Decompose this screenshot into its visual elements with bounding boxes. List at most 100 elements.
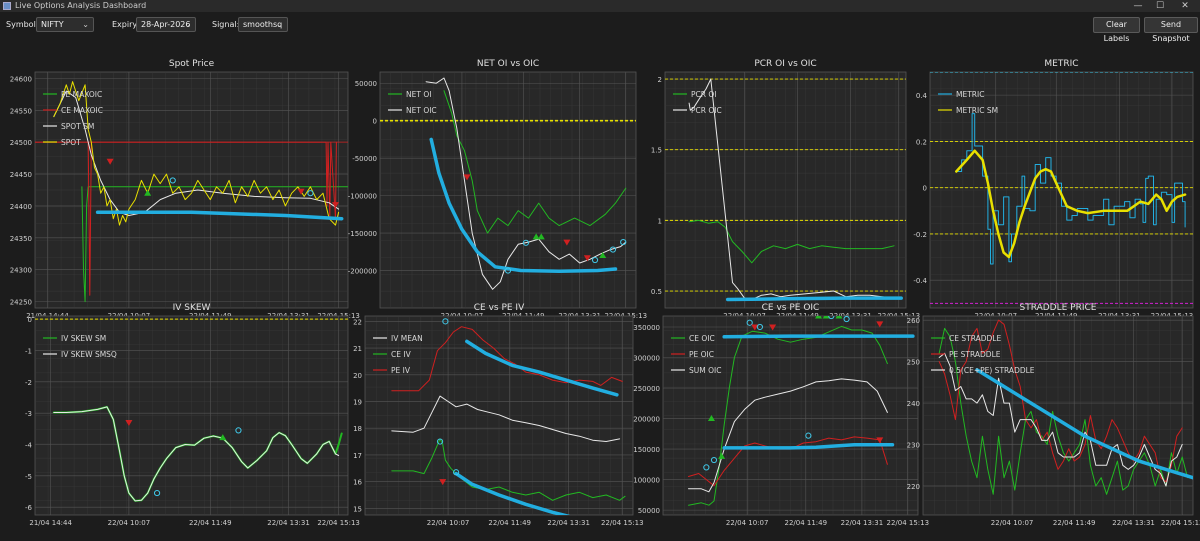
symbol-select[interactable]: NIFTY ⌄: [36, 17, 94, 32]
y-tick-label: 24300: [10, 267, 32, 275]
legend-label: SUM OIC: [689, 366, 721, 375]
series-line-pe-maxoic: [81, 186, 348, 303]
sell-marker: [463, 174, 471, 181]
exit-marker: [504, 267, 512, 274]
x-tick-label: 22/04 10:07: [427, 519, 470, 527]
x-tick-label: 21/04 14:44: [29, 519, 72, 527]
legend: IV MEAN CE IV PE IV: [373, 334, 423, 375]
y-tick-label: 220: [907, 483, 920, 491]
series-line-pe-straddle: [938, 319, 1183, 483]
legend-label: NET OI: [406, 90, 431, 99]
y-tick-label: 24250: [10, 299, 32, 307]
spot-chart: Spot Price 24250 24300 24350 24400 24450 24500…: [10, 59, 360, 320]
sell-marker: [876, 321, 884, 328]
series-line-ce-straddle: [938, 327, 1189, 495]
series-line-net-oi: [443, 90, 627, 234]
maximize-button[interactable]: ☐: [1155, 1, 1165, 11]
legend-label: IV MEAN: [391, 334, 423, 343]
y-tick-label: 15: [353, 505, 362, 513]
series-group: [930, 72, 1193, 304]
y-tick-label: -5: [25, 473, 32, 481]
signal-label: Signal:: [212, 20, 240, 29]
chart-title: METRIC: [1044, 59, 1078, 69]
y-tick-label: -0.2: [913, 231, 927, 239]
close-button[interactable]: ✕: [1181, 1, 1189, 11]
y-tick-label: 21: [353, 345, 362, 353]
legend-label: PE IV: [391, 366, 411, 375]
send-snapshot-button[interactable]: Send Snapshot: [1144, 17, 1198, 43]
exit-marker: [442, 318, 449, 325]
series-line-signal: [95, 210, 344, 221]
buy-marker: [532, 233, 540, 240]
y-tick-label: 150000: [633, 446, 660, 454]
y-tick-label: 200000: [633, 416, 660, 424]
exit-marker: [756, 323, 764, 331]
y-tick-label: -2: [25, 379, 32, 387]
chart-title: STRADDLE PRICE: [1020, 303, 1097, 313]
chart-title: IV SKEW: [173, 303, 211, 313]
legend-label: CE IV: [391, 350, 412, 359]
exit-marker: [591, 256, 599, 264]
series-line-signal-bottom: [722, 443, 895, 450]
legend-label: CE STRADDLE: [949, 334, 1001, 343]
series-line-sum-oic: [688, 378, 888, 493]
series-line-spot: [53, 81, 340, 226]
chevron-down-icon: ⌄: [184, 20, 191, 29]
minimize-button[interactable]: —: [1133, 1, 1143, 11]
ivskew-chart: IV SKEW -6 -5 -4 -3 -2 -1 0 21/04 14:44 22/04 10:…: [25, 303, 360, 527]
sell-marker: [583, 255, 591, 262]
sell-marker: [769, 324, 777, 331]
y-tick-label: 1.5: [651, 147, 662, 155]
expiry-select[interactable]: 28-Apr-2026 ⌄: [136, 17, 196, 32]
x-tick-label: 22/04 11:49: [488, 519, 531, 527]
legend-label: 0.5(CE+PE) STRADDLE: [949, 366, 1035, 375]
expiry-select-value: 28-Apr-2026: [141, 20, 191, 29]
y-tick-label: 50000: [638, 507, 660, 515]
y-tick-label: 300000: [633, 355, 660, 363]
series-line-metric-sm: [955, 149, 1187, 259]
straddle-chart: STRADDLE PRICE 220 230 240 250 260 22/04 10:07…: [907, 303, 1200, 527]
x-tick-label: 22/04 11:49: [1053, 519, 1096, 527]
sell-marker: [106, 158, 114, 165]
series-group: [35, 318, 348, 502]
chart-title: NET OI vs OIC: [477, 59, 539, 69]
y-tick-label: 24400: [10, 203, 32, 211]
buy-marker: [707, 415, 715, 422]
title-bar: Live Options Analysis Dashboard — ☐ ✕: [0, 0, 1200, 12]
grid: [930, 72, 1193, 308]
series-group: [665, 78, 906, 302]
signal-select[interactable]: smoothsq ⌄: [238, 17, 288, 32]
ceoic-chart: CE vs PE OIC 50000 100000 150000 200000 25000…: [633, 303, 929, 527]
legend-label: SPOT: [61, 138, 81, 147]
x-tick-label: 22/04 15:13: [601, 519, 644, 527]
series-line-iv-skew-smsq: [53, 406, 340, 502]
exit-marker: [703, 464, 710, 471]
y-tick-label: -200000: [348, 268, 377, 276]
sell-marker: [439, 479, 447, 486]
y-tick-label: 50000: [355, 80, 377, 88]
clear-labels-button[interactable]: Clear Labels: [1093, 17, 1140, 43]
series-line-ce-maxoic: [35, 141, 337, 296]
x-tick-label: 22/04 10:07: [991, 519, 1034, 527]
y-tick-label: -1: [25, 347, 32, 355]
series-line-ce-iv: [391, 438, 626, 501]
legend: CE OIC PE OIC SUM OIC: [671, 334, 721, 375]
y-tick-label: 18: [353, 425, 362, 433]
series-line-signal-top: [465, 339, 619, 397]
symbol-select-value: NIFTY: [41, 20, 64, 29]
y-tick-label: 350000: [633, 324, 660, 332]
y-tick-label: 24500: [10, 139, 32, 147]
exit-marker: [307, 190, 314, 197]
y-tick-label: 260: [907, 317, 920, 325]
toolbar: Symbol: NIFTY ⌄ Expiry: 28-Apr-2026 ⌄ Si…: [0, 12, 1200, 43]
series-line-pcr-oic: [688, 78, 895, 300]
expiry-label: Expiry:: [112, 20, 140, 29]
legend-label: IV SKEW SM: [61, 334, 106, 343]
legend-label: PCR OI: [691, 90, 716, 99]
exit-marker: [153, 489, 161, 497]
charts-grid: Spot Price 24250 24300 24350 24400 24450 24500…: [0, 38, 1200, 541]
legend-label: PE STRADDLE: [949, 350, 1001, 359]
chevron-down-icon: ⌄: [276, 20, 283, 29]
